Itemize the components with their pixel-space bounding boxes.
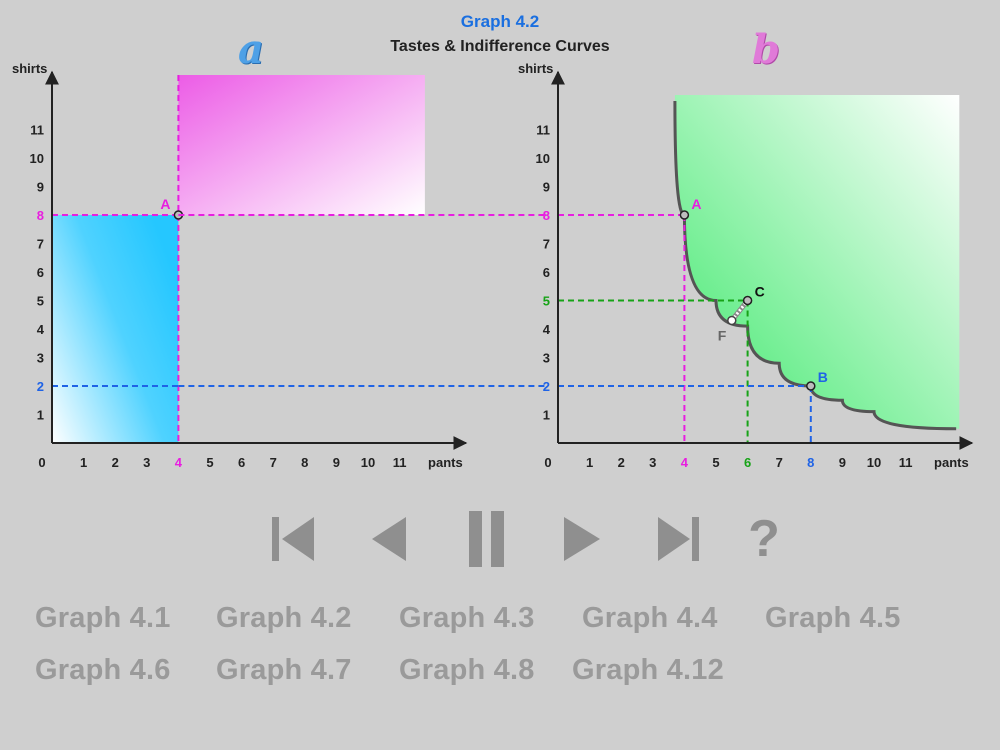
x-tick-label: 5 xyxy=(712,455,719,470)
panel-connectors xyxy=(178,214,546,387)
point-a-label: A xyxy=(691,196,701,212)
y-tick-label: 3 xyxy=(37,351,44,366)
nav-link-graph-4-4[interactable]: Graph 4.4 xyxy=(582,602,718,634)
preferred-region xyxy=(178,75,425,215)
skip-to-end-button[interactable] xyxy=(648,508,708,570)
x-tick-label: 5 xyxy=(206,455,213,470)
y-tick-label: 8 xyxy=(37,208,44,223)
x-tick-label: 2 xyxy=(618,455,625,470)
y-tick-label: 8 xyxy=(543,208,550,223)
point-a xyxy=(679,210,690,220)
panel-b-label: b xyxy=(752,26,780,73)
nav-link-graph-4-3[interactable]: Graph 4.3 xyxy=(399,602,535,634)
play-next-icon xyxy=(564,517,600,561)
x-tick-label: 3 xyxy=(649,455,656,470)
y-tick-label: 1 xyxy=(543,408,550,423)
point-c-label: C xyxy=(755,284,765,300)
x-tick-label: 7 xyxy=(270,455,277,470)
y-tick-label: 5 xyxy=(543,294,550,309)
y-tick-label: 10 xyxy=(30,151,44,166)
nav-link-graph-4-12[interactable]: Graph 4.12 xyxy=(572,654,724,686)
less-preferred-region xyxy=(52,215,179,443)
x-tick-label: 7 xyxy=(776,455,783,470)
skip-to-end-icon xyxy=(658,517,699,561)
point-b-label: B xyxy=(818,369,828,385)
nav-link-graph-4-8[interactable]: Graph 4.8 xyxy=(399,654,535,686)
skip-to-start-icon xyxy=(272,517,314,561)
help-button[interactable]: ? xyxy=(748,510,780,568)
x-tick-label: 4 xyxy=(681,455,689,470)
pause-button[interactable] xyxy=(456,508,516,570)
indifference-curve xyxy=(673,100,957,431)
play-next-button[interactable] xyxy=(552,508,612,570)
x-tick-label: 6 xyxy=(238,455,245,470)
y-axis-label: shirts xyxy=(518,61,553,76)
point-c xyxy=(742,295,753,306)
x-tick-label: 1 xyxy=(586,455,593,470)
skip-to-start-button[interactable] xyxy=(262,508,322,570)
x-tick-label: 0 xyxy=(544,455,551,470)
x-axis-label: pants xyxy=(934,455,969,470)
x-tick-label: 9 xyxy=(333,455,340,470)
x-axis-label: pants xyxy=(428,455,463,470)
x-tick-label: 4 xyxy=(175,455,183,470)
previous-button[interactable] xyxy=(358,508,418,570)
preferred-region xyxy=(674,95,960,429)
y-tick-label: 11 xyxy=(536,123,550,138)
y-tick-label: 9 xyxy=(37,180,44,195)
y-tick-label: 2 xyxy=(37,379,44,394)
y-tick-label: 7 xyxy=(543,237,550,252)
x-tick-label: 11 xyxy=(393,455,407,470)
point-f xyxy=(727,315,737,326)
y-tick-label: 10 xyxy=(536,151,550,166)
point-b xyxy=(806,381,816,391)
x-tick-label: 10 xyxy=(867,455,881,470)
x-tick-label: 8 xyxy=(301,455,308,470)
y-tick-label: 7 xyxy=(37,237,44,252)
x-tick-label: 6 xyxy=(744,455,751,470)
y-tick-label: 2 xyxy=(543,379,550,394)
y-tick-label: 4 xyxy=(37,322,45,337)
y-axis-label: shirts xyxy=(12,61,47,76)
y-tick-label: 6 xyxy=(543,265,550,280)
x-tick-label: 11 xyxy=(899,455,913,470)
x-tick-label: 2 xyxy=(112,455,119,470)
nav-link-graph-4-5[interactable]: Graph 4.5 xyxy=(765,602,901,634)
panel-a-label: a xyxy=(238,26,264,73)
x-tick-label: 1 xyxy=(80,455,87,470)
y-tick-label: 6 xyxy=(37,265,44,280)
nav-link-graph-4-7[interactable]: Graph 4.7 xyxy=(216,654,352,686)
nav-link-graph-4-2[interactable]: Graph 4.2 xyxy=(216,602,352,634)
x-tick-label: 0 xyxy=(38,455,45,470)
x-tick-label: 3 xyxy=(143,455,150,470)
nav-link-graph-4-6[interactable]: Graph 4.6 xyxy=(35,654,171,686)
y-tick-label: 5 xyxy=(37,294,44,309)
x-tick-label: 9 xyxy=(839,455,846,470)
y-tick-label: 1 xyxy=(37,408,44,423)
y-tick-label: 4 xyxy=(543,322,551,337)
y-tick-label: 9 xyxy=(543,180,550,195)
graph-title: Graph 4.2 xyxy=(460,12,540,31)
pause-icon xyxy=(469,511,504,567)
point-f-label: F xyxy=(718,327,727,343)
y-tick-label: 11 xyxy=(30,123,44,138)
x-tick-label: 10 xyxy=(361,455,375,470)
graph-subtitle: Tastes & Indifference Curves xyxy=(390,38,610,55)
x-tick-label: 8 xyxy=(807,455,814,470)
y-tick-label: 3 xyxy=(543,351,550,366)
point-a-label: A xyxy=(160,196,170,212)
nav-link-graph-4-1[interactable]: Graph 4.1 xyxy=(35,602,171,634)
previous-icon xyxy=(372,517,406,561)
